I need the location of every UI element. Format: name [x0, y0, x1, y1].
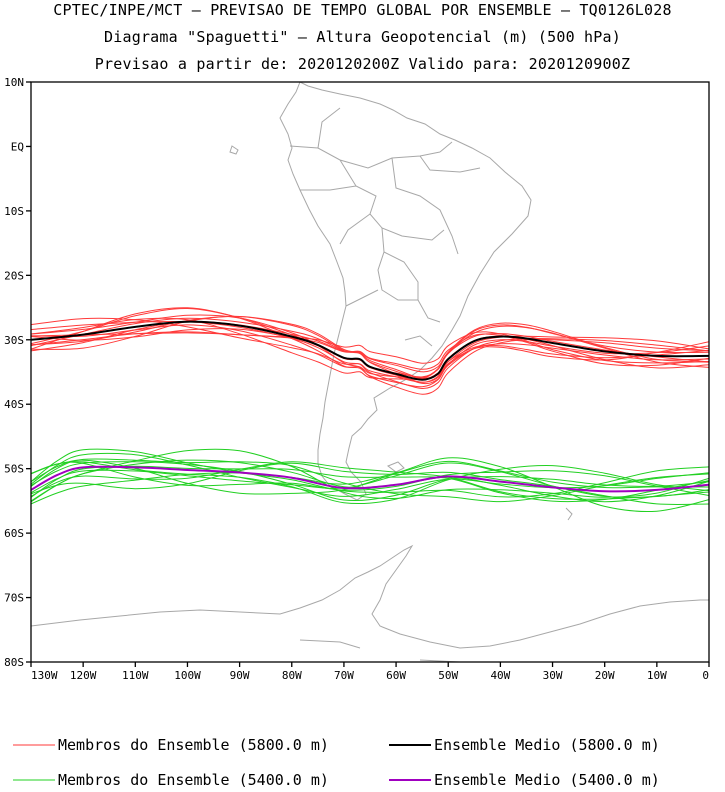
south-america-coast	[279, 82, 532, 501]
legend-label-members-5800: Membros do Ensemble (5800.0 m)	[58, 736, 329, 754]
ensemble-member-line	[31, 448, 709, 502]
ensemble-member-line	[31, 461, 709, 502]
south-georgia	[565, 507, 573, 521]
lon-tick-label: 0	[702, 669, 709, 682]
lon-tick-label: 30W	[543, 669, 563, 682]
lon-tick-label: 80W	[282, 669, 302, 682]
mean-5400-line	[31, 465, 709, 493]
lon-tick-label: 40W	[490, 669, 510, 682]
title-line-3: Previsao a partir de: 2020120200Z Valido…	[94, 55, 631, 73]
lon-tick-label: 70W	[334, 669, 354, 682]
title-line-1: CPTEC/INPE/MCT — PREVISAO DE TEMPO GLOBA…	[53, 1, 672, 19]
lon-tick-label: 90W	[230, 669, 250, 682]
country-borders	[289, 107, 481, 347]
antarctic-coast	[31, 544, 709, 649]
ensemble-member-line	[31, 317, 709, 383]
ensemble-member-line	[31, 458, 709, 503]
legend-label-mean-5800: Ensemble Medio (5800.0 m)	[434, 736, 660, 754]
lon-tick-label: 100W	[174, 669, 201, 682]
lat-tick-label: 70S	[4, 592, 24, 605]
ensemble-member-line	[31, 332, 709, 373]
lon-tick-label: 110W	[122, 669, 149, 682]
legend-label-mean-5400: Ensemble Medio (5400.0 m)	[434, 771, 660, 789]
falkland-islands	[386, 461, 405, 473]
lat-tick-label: 50S	[4, 463, 24, 476]
ensemble-member-line	[31, 307, 709, 388]
title-line-2: Diagrama "Spaguetti" — Altura Geopotenci…	[104, 28, 621, 46]
lon-tick-label: 10W	[647, 669, 667, 682]
lat-tick-label: 10S	[4, 205, 24, 218]
galapagos	[229, 145, 239, 155]
ensemble-member-line	[31, 457, 709, 512]
lon-tick-label: 130W	[31, 669, 58, 682]
ensemble-member-line	[31, 448, 709, 498]
lat-tick-label: 30S	[4, 334, 24, 347]
longitude-axis: 130W 120W 110W 100W 90W 80W 70W 60W 50W 40W 30W 20W…	[30, 662, 710, 682]
lat-tick-label: 60S	[4, 527, 24, 540]
ensemble-member-line	[31, 461, 709, 500]
lat-tick-label: EQ	[11, 140, 24, 153]
plot-background	[31, 82, 709, 662]
lon-tick-label: 60W	[386, 669, 406, 682]
lat-tick-label: 10N	[4, 76, 24, 89]
lat-tick-label: 40S	[4, 398, 24, 411]
legend-label-members-5400: Membros do Ensemble (5400.0 m)	[58, 771, 329, 789]
latitude-axis: 10N EQ 10S 20S 30S 40S 50S 60S 70S 80S	[4, 76, 31, 669]
lon-tick-label: 20W	[595, 669, 615, 682]
ensemble-member-line	[31, 452, 709, 497]
lon-tick-label: 120W	[70, 669, 97, 682]
lon-tick-label: 50W	[438, 669, 458, 682]
ensemble-member-line	[31, 461, 709, 505]
lat-tick-label: 80S	[4, 656, 24, 669]
legend: Membros do Ensemble (5800.0 m) Ensemble …	[13, 736, 660, 789]
lat-tick-label: 20S	[4, 269, 24, 282]
mean-5800-line	[31, 320, 709, 381]
plot-frame	[30, 81, 710, 663]
